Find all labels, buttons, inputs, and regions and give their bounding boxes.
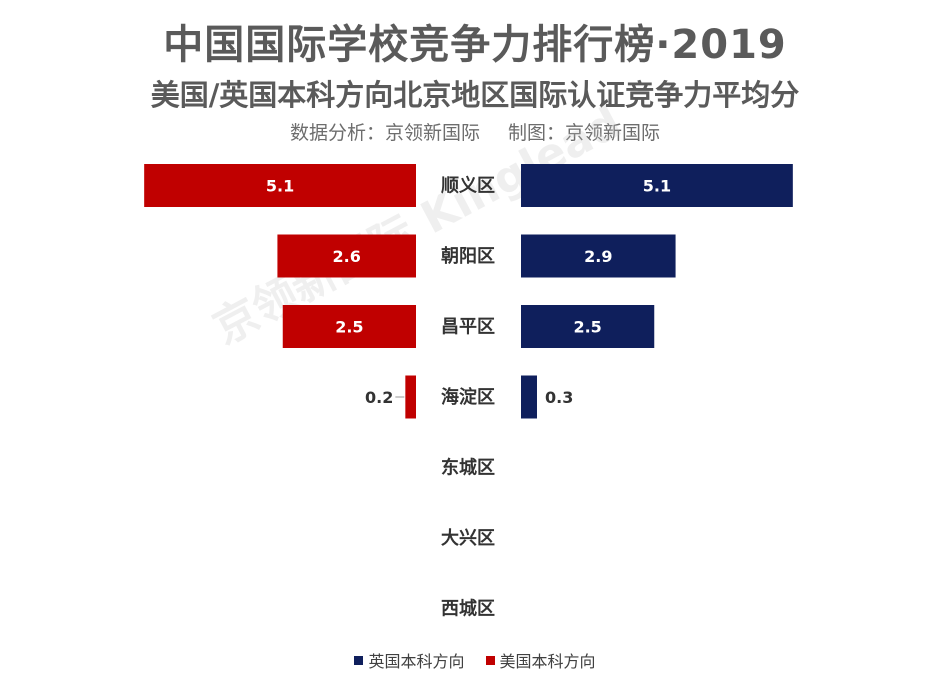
legend-item-us: 美国本科方向 — [485, 648, 596, 672]
chart-credit: 制图：京领新国际 — [508, 122, 661, 144]
legend-label-us: 美国本科方向 — [499, 652, 596, 671]
data-label-us: 2.5 — [335, 318, 363, 337]
data-label-uk: 2.5 — [573, 318, 601, 337]
data-label-us: 5.1 — [266, 177, 294, 196]
category-label: 昌平区 — [441, 317, 495, 338]
legend: 英国本科方向 美国本科方向 — [0, 648, 950, 672]
bar-uk — [521, 234, 676, 278]
bar-us — [282, 305, 416, 348]
category-label: 西城区 — [441, 598, 495, 620]
chart-subtitle: 美国/英国本科方向北京地区国际认证竞争力平均分 — [150, 78, 800, 112]
bar-us — [405, 375, 416, 419]
bar-us — [144, 164, 417, 207]
legend-item-uk: 英国本科方向 — [354, 648, 464, 672]
data-label-us: 2.6 — [333, 247, 361, 266]
category-label: 朝阳区 — [441, 245, 495, 267]
category-label: 东城区 — [441, 457, 495, 479]
data-source: 数据分析：京领新国际 — [289, 122, 480, 144]
data-label-uk: 2.9 — [584, 247, 612, 266]
chart-title: 中国国际学校竞争力排行榜·2019 — [163, 22, 787, 68]
category-label: 顺义区 — [441, 175, 495, 197]
data-label-uk: 0.3 — [545, 388, 573, 407]
bar-us — [277, 234, 416, 278]
category-label: 海淀区 — [441, 386, 495, 408]
bar-uk — [521, 375, 537, 419]
data-label-uk: 5.1 — [643, 177, 671, 196]
bar-uk — [521, 305, 655, 348]
legend-label-uk: 英国本科方向 — [368, 652, 465, 671]
bar-uk — [521, 164, 793, 207]
butterfly-bar-chart: 顺义区 5.1 5.1 朝阳区 2.6 2.9 昌平区 2.5 2.5 海淀区 0.2 0.3 东城区大… — [144, 164, 793, 620]
legend-swatch-uk — [354, 656, 364, 665]
legend-swatch-us — [485, 656, 495, 665]
source-line: 数据分析：京领新国际 制图：京领新国际 — [0, 118, 950, 145]
data-label-us: 0.2 — [365, 388, 393, 407]
category-label: 大兴区 — [441, 527, 495, 549]
